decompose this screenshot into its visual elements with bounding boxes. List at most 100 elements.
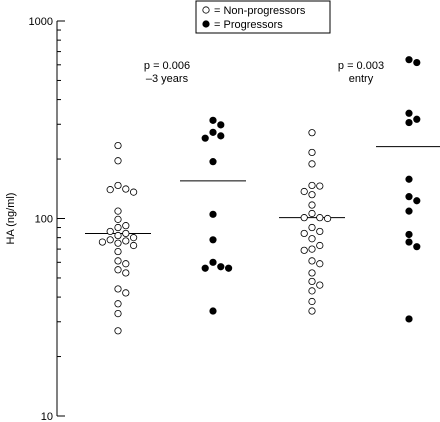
non-progressor-point (114, 157, 122, 165)
legend-entry-label: = Non-progressors (214, 5, 306, 17)
non-progressor-point (300, 246, 308, 254)
non-progressor-point (114, 181, 122, 190)
progressor-point (209, 258, 217, 266)
annotation-text: –3 years (146, 73, 189, 85)
progressor-point (413, 243, 421, 251)
non-progressor-point (308, 223, 316, 232)
progressor-point (225, 264, 233, 272)
non-progressor-point (106, 227, 114, 236)
legend-filled-circle-marker (202, 20, 210, 28)
y-tick-label: 1000 (29, 16, 53, 28)
legend: = Non-progressors = Progressors (195, 0, 331, 34)
progressor-point (217, 263, 225, 271)
non-progressor-point (114, 300, 122, 308)
non-progressor-point (316, 281, 324, 289)
non-progressor-point (308, 287, 316, 295)
progressor-point (405, 56, 413, 64)
progressor-point (209, 158, 217, 166)
non-progressor-point (114, 266, 122, 274)
progressor-point (413, 58, 421, 67)
progressor-point (217, 132, 225, 140)
progressor-point (209, 307, 217, 315)
progressor-point (405, 193, 413, 201)
non-progressor-point (114, 247, 122, 256)
non-progressor-point (98, 238, 107, 246)
non-progressor-point (114, 309, 122, 318)
non-progressor-point (114, 239, 122, 247)
non-progressor-point (114, 141, 122, 150)
y-tick-label: 100 (35, 214, 53, 226)
legend-open-circle-marker (202, 6, 210, 14)
progressor-point (209, 210, 217, 218)
non-progressor-point (308, 191, 316, 199)
non-progressor-point (122, 229, 130, 238)
progressor-point (413, 115, 421, 123)
non-progressor-point (300, 187, 308, 196)
non-progressor-point (122, 260, 130, 268)
non-progressor-point (308, 269, 316, 277)
non-progressor-point (122, 269, 130, 277)
progressor-point (405, 118, 413, 127)
non-progressor-point (114, 327, 122, 335)
y-axis-title: HA (ng/ml) (5, 193, 17, 245)
legend-box (195, 0, 331, 34)
y-tick-label: 10 (41, 411, 53, 422)
non-progressor-point (114, 257, 122, 265)
non-progressor-point (316, 182, 324, 190)
non-progressor-point (308, 297, 316, 306)
non-progressor-point (114, 285, 122, 293)
non-progressor-point (308, 160, 316, 168)
non-progressor-point (308, 307, 316, 315)
non-progressor-point (316, 260, 324, 268)
non-progressor-point (308, 181, 316, 190)
annotation-text: p = 0.006 (144, 60, 190, 72)
non-progressor-point (308, 235, 316, 243)
non-progressor-point (308, 129, 316, 137)
non-progressor-point (300, 214, 308, 222)
non-progressor-point (308, 277, 316, 286)
non-progressor-point (316, 214, 324, 222)
non-progressor-point (308, 148, 316, 157)
non-progressor-point (106, 186, 114, 194)
non-progressor-point (300, 229, 308, 238)
non-progressor-point (122, 237, 130, 245)
progressor-point (405, 315, 413, 323)
non-progressor-point (130, 188, 138, 196)
non-progressor-point (308, 209, 316, 218)
progressor-point (405, 207, 413, 215)
non-progressor-point (316, 241, 324, 250)
progressor-point (405, 230, 413, 239)
non-progressor-point (114, 231, 122, 240)
y-axis: 10 100 1000 HA (ng/ml) (5, 16, 65, 422)
progressor-point (201, 134, 209, 142)
progressor-point (217, 121, 225, 129)
non-progressor-point (130, 234, 138, 242)
progressor-point (405, 175, 413, 183)
progressor-point (209, 116, 217, 124)
progressor-point (201, 264, 209, 272)
non-progressor-point (316, 227, 324, 236)
non-progressor-point (114, 223, 122, 232)
annotation-text: entry (349, 73, 374, 85)
non-progressor-point (114, 207, 122, 215)
non-progressor-point (308, 257, 316, 265)
non-progressor-point (122, 289, 130, 297)
non-progressor-point (122, 222, 130, 230)
non-progressor-point (106, 236, 114, 244)
non-progressor-point (323, 214, 332, 223)
data-marks (85, 56, 440, 335)
progressor-point (209, 128, 217, 136)
non-progressor-point (122, 185, 130, 193)
progressor-point (209, 236, 217, 244)
non-progressor-point (114, 215, 122, 223)
non-progressor-point (308, 201, 316, 209)
progressor-point (405, 238, 413, 246)
non-progressor-point (130, 241, 138, 250)
progressor-point (405, 109, 413, 117)
annotation-text: p = 0.003 (338, 60, 384, 72)
non-progressor-point (308, 245, 316, 253)
legend-entry-label: = Progressors (214, 19, 283, 31)
progressor-point (413, 197, 421, 205)
